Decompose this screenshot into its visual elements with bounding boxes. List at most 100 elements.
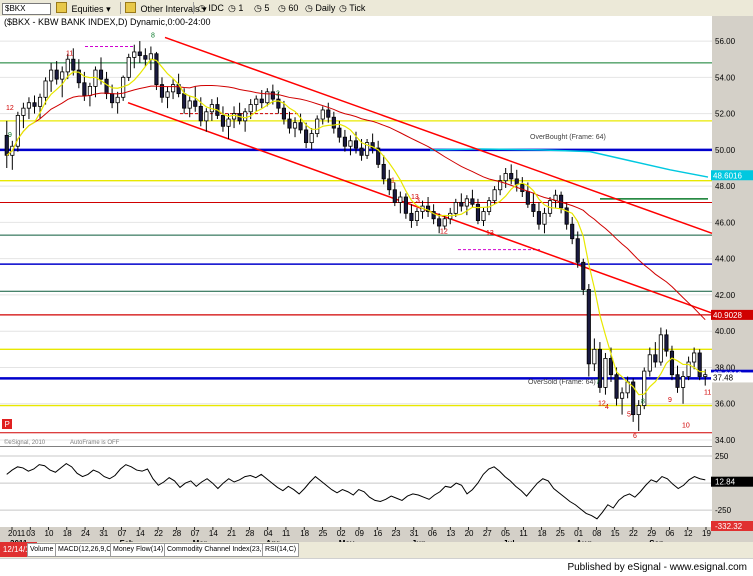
candle-body xyxy=(425,205,431,212)
candle-body xyxy=(309,133,314,144)
equities-button[interactable]: Equities ▾ xyxy=(56,2,111,14)
candle-body xyxy=(87,86,92,96)
setup-count-label: 4 xyxy=(605,404,609,411)
x-tick-label: 13 xyxy=(446,529,455,538)
x-tick-label: 28 xyxy=(245,529,254,538)
setup-count-label: 9 xyxy=(8,132,12,139)
candle-body xyxy=(498,180,503,191)
candle-body xyxy=(431,211,436,220)
candle-body xyxy=(503,173,508,182)
x-tick-label: 09 xyxy=(355,529,364,538)
y-tick-label: 52.00 xyxy=(715,110,736,119)
month-label: Sep xyxy=(649,539,664,542)
date-badge-label: 12/14/10 xyxy=(2,545,35,554)
x-tick-label: 27 xyxy=(483,529,492,538)
copyright-label: ©eSignal, 2010 xyxy=(4,439,46,446)
candle-body xyxy=(231,113,237,120)
setup-count-label: 3 xyxy=(416,197,420,204)
candle-body xyxy=(514,178,519,185)
y-tick-label: 38.00 xyxy=(715,363,736,372)
candle-body xyxy=(76,69,81,84)
interval-daily-label: Daily xyxy=(315,3,336,13)
setup-count-label: 6 xyxy=(633,433,637,440)
symbol-input[interactable]: $BKX xyxy=(2,2,51,15)
setup-count-label: 5 xyxy=(627,411,631,418)
x-tick-label: 16 xyxy=(373,529,382,538)
setup-count-label: 11 xyxy=(66,51,73,58)
equities-label: Equities xyxy=(71,4,104,14)
tab-cci-label: Commodity Channel Index(23,C) xyxy=(167,546,269,553)
candle-body xyxy=(703,374,708,377)
x-tick-label: 29 xyxy=(647,529,656,538)
chevron-down-icon: ▾ xyxy=(106,4,111,14)
candle-body xyxy=(126,56,131,78)
y-tick-label: 46.00 xyxy=(715,218,736,227)
interval-idc-button[interactable]: ◷ IDC xyxy=(198,2,224,14)
setup-count-label: 7 xyxy=(596,379,600,386)
x-tick-label: 04 xyxy=(264,529,273,538)
x-tick-label: 10 xyxy=(45,529,54,538)
x-tick-label: 03 xyxy=(26,529,35,538)
p-badge[interactable] xyxy=(2,419,12,429)
clock-icon: ◷ xyxy=(254,3,262,13)
indicator-readout-label: 12.84 xyxy=(715,478,736,487)
candle-body xyxy=(226,118,231,127)
interval-1-button[interactable]: ◷ 1 xyxy=(228,2,243,14)
x-tick-label: 05 xyxy=(501,529,510,538)
candle-body xyxy=(481,211,486,221)
candle-body xyxy=(159,84,165,98)
tab-volume-label: Volume xyxy=(30,546,54,553)
interval-idc-label: IDC xyxy=(208,3,224,13)
month-label: Mar xyxy=(193,539,207,542)
interval-daily-button[interactable]: ◷ Daily xyxy=(305,2,335,14)
candle-body xyxy=(154,53,159,85)
setup-count-label: 12 xyxy=(440,228,448,235)
month-label: Aug xyxy=(576,539,592,542)
other-intervals-button[interactable]: Other Intervals ▾ xyxy=(125,2,207,14)
candle-body xyxy=(370,142,375,149)
candle-body xyxy=(381,163,386,180)
candle-body xyxy=(697,352,702,377)
interval-60-button[interactable]: ◷ 60 xyxy=(278,2,298,14)
candle-body xyxy=(292,122,298,129)
candle-body xyxy=(204,111,209,122)
candle-body xyxy=(54,69,59,80)
candle-body xyxy=(603,357,608,388)
candle-body xyxy=(453,202,458,214)
candle-body xyxy=(636,405,641,416)
setup-count-label: 13 xyxy=(486,230,494,237)
y-tick-label: 48.00 xyxy=(715,182,736,191)
x-tick-label: 25 xyxy=(318,529,327,538)
x-tick-label: 12 xyxy=(684,529,693,538)
footer: Published by eSignal - www.esignal.com xyxy=(0,558,753,576)
price-tag-label: 48.6016 xyxy=(713,171,742,180)
candle-body xyxy=(575,238,580,263)
candle-body xyxy=(348,140,353,147)
candle-body xyxy=(320,109,325,120)
x-tick-label: 18 xyxy=(538,529,547,538)
tab-money-flow[interactable]: Money Flow(14) xyxy=(110,543,167,557)
candle-body xyxy=(647,354,652,372)
x-tick-label: 22 xyxy=(154,529,163,538)
candle-body xyxy=(65,58,70,73)
interval-5-button[interactable]: ◷ 5 xyxy=(254,2,269,14)
candle-body xyxy=(259,98,264,104)
candle-body xyxy=(608,357,614,376)
candle-body xyxy=(43,80,48,98)
candle-body xyxy=(398,196,403,203)
candle-body xyxy=(248,104,253,113)
chevron-down-icon: ▾ xyxy=(202,4,207,14)
candle-body xyxy=(658,334,663,363)
candle-body xyxy=(680,376,686,388)
candle-body xyxy=(414,211,420,221)
candle-body xyxy=(304,129,309,144)
candle-body xyxy=(376,147,381,165)
candle-body xyxy=(531,203,536,212)
tab-macd[interactable]: MACD(12,26,9,C) xyxy=(55,543,117,557)
tab-volume[interactable]: Volume xyxy=(27,543,57,557)
interval-tick-button[interactable]: ◷ Tick xyxy=(339,2,365,14)
tab-cci[interactable]: Commodity Channel Index(23,C) xyxy=(164,543,272,557)
candle-body xyxy=(437,218,442,227)
tab-rsi[interactable]: RSI(14,C) xyxy=(262,543,300,557)
